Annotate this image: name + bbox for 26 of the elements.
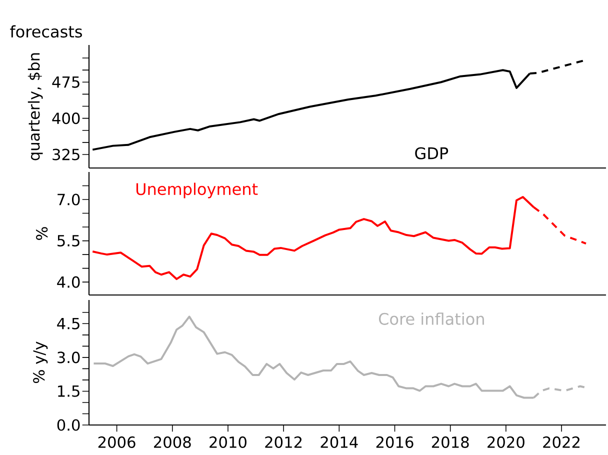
y-tick-label: 400: [52, 112, 80, 124]
x-tick-label: 2016: [376, 436, 414, 448]
x-tick-label: 2020: [488, 436, 524, 448]
y-tick-label: 475: [52, 76, 80, 88]
y-tick-label: 7.0: [58, 194, 80, 206]
x-tick-label: 2010: [210, 436, 246, 448]
y-axis-title: % y/y: [33, 342, 48, 384]
text: Core inflation: [378, 312, 484, 325]
x-tick-label: 2008: [154, 436, 191, 448]
y-tick-label: 4.0: [57, 276, 80, 288]
x-tick-label: 2018: [432, 436, 469, 448]
x-tick-label: 2014: [320, 436, 358, 448]
text: Unemployment: [136, 182, 258, 198]
y-tick-label: 4.5: [57, 318, 80, 330]
chart-title: forecasts: [10, 25, 82, 38]
y-tick-label: 3.0: [58, 352, 80, 364]
y-axis-title: %: [36, 227, 48, 240]
y-axis-title: quarterly, $bn: [28, 53, 43, 160]
x-tick-label: 2006: [98, 436, 136, 448]
x-tick-label: 2012: [265, 436, 302, 448]
y-tick-label: 1.5: [58, 386, 80, 397]
text: GDP: [415, 147, 448, 160]
y-tick-label: 5.5: [58, 235, 80, 246]
x-tick-label: 2022: [543, 436, 580, 448]
y-tick-label: 325: [52, 148, 80, 160]
y-tick-label: 0.0: [57, 419, 80, 431]
